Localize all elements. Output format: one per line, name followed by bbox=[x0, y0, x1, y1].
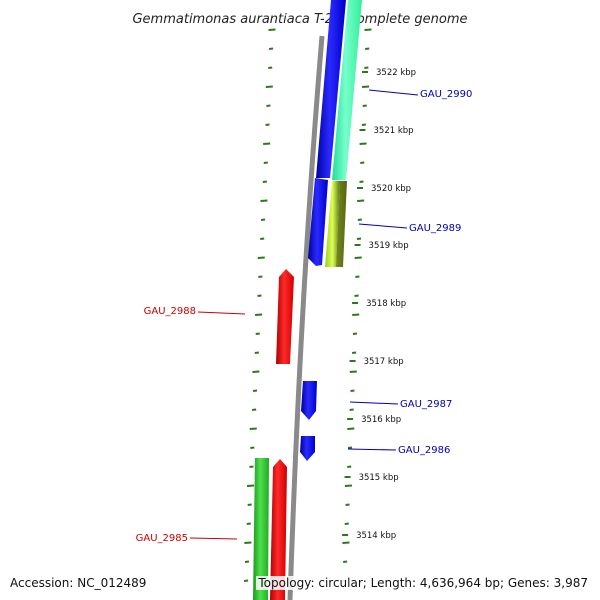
track-dot bbox=[360, 161, 365, 164]
track-dot bbox=[342, 541, 350, 544]
track-dot bbox=[349, 370, 357, 373]
track-dot bbox=[246, 484, 255, 487]
gene-feature-green bbox=[253, 458, 269, 600]
tick-label: 3518 kbp bbox=[366, 299, 406, 309]
track-dot bbox=[263, 161, 268, 164]
gene-feature-lime bbox=[325, 181, 340, 267]
track-dot bbox=[350, 389, 355, 392]
track-dot bbox=[365, 47, 370, 50]
track-dot bbox=[258, 275, 263, 278]
track-dot bbox=[244, 560, 250, 563]
gene-feature-gau-2989 bbox=[308, 178, 328, 266]
tick-label: 3519 kbp bbox=[369, 241, 409, 251]
tick-label: 3522 kbp bbox=[376, 68, 416, 78]
scale-ticks: 3522 kbp 3521 kbp 3520 kbp 3519 kbp 3518 kbp… bbox=[342, 68, 416, 541]
track-dot bbox=[249, 465, 254, 468]
gene-label-gau_2986[interactable]: GAU_2986 bbox=[398, 445, 450, 456]
track-dot bbox=[255, 313, 263, 316]
track-dot bbox=[268, 28, 276, 31]
track-dot bbox=[351, 351, 357, 354]
track-dot bbox=[361, 85, 370, 88]
track-dot bbox=[357, 199, 365, 202]
track-dot bbox=[243, 579, 249, 582]
track-dot bbox=[347, 427, 355, 430]
track-dot bbox=[266, 104, 271, 107]
gene-feature-teal bbox=[332, 0, 362, 180]
track-dot bbox=[257, 294, 262, 297]
track-dot bbox=[344, 522, 349, 525]
tick-label: 3520 kbp bbox=[371, 184, 411, 194]
genome-summary-text: Topology: circular; Length: 4,636,964 bp… bbox=[256, 576, 590, 590]
track-dot bbox=[265, 85, 273, 88]
gene-label-gau_2989[interactable]: GAU_2989 bbox=[409, 223, 461, 234]
tick-label: 3516 kbp bbox=[361, 415, 401, 425]
track-dot bbox=[263, 142, 271, 145]
track-dot bbox=[265, 123, 270, 126]
label-leader-line bbox=[189, 537, 238, 540]
left-dotted-track bbox=[243, 28, 276, 582]
tick-label: 3515 kbp bbox=[359, 473, 399, 483]
track-dot bbox=[345, 503, 350, 506]
right-dotted-track bbox=[342, 28, 372, 582]
gene-feature-gau-2985 bbox=[270, 459, 287, 600]
label-leader-line bbox=[349, 401, 399, 405]
track-dot bbox=[342, 560, 348, 563]
track-dot bbox=[354, 256, 362, 259]
label-leader-line bbox=[368, 89, 419, 96]
track-dot bbox=[359, 142, 367, 145]
map-title: Gemmatimonas aurantiaca T-27, complete g… bbox=[132, 12, 467, 27]
track-dot bbox=[355, 275, 360, 278]
track-dot bbox=[359, 180, 364, 183]
gene-labels: GAU_2990 GAU_2989 GAU_2988 GAU_2987 GAU_2986… bbox=[136, 89, 473, 544]
track-dot bbox=[244, 541, 252, 544]
track-dot bbox=[364, 66, 369, 69]
label-leader-line bbox=[347, 448, 397, 451]
label-leader-line bbox=[358, 223, 408, 229]
track-dot bbox=[262, 180, 267, 183]
accession-text: Accession: NC_012489 bbox=[8, 576, 149, 590]
track-dot bbox=[347, 446, 353, 449]
track-dot bbox=[364, 28, 372, 31]
track-dot bbox=[252, 389, 258, 392]
track-dot bbox=[268, 47, 274, 50]
backbone-arc bbox=[287, 35, 325, 600]
gene-feature-gau-2988 bbox=[276, 269, 294, 364]
track-dot bbox=[260, 199, 268, 202]
track-dot bbox=[347, 465, 352, 468]
track-dot bbox=[356, 237, 362, 240]
track-dot bbox=[260, 218, 266, 221]
track-dot bbox=[349, 408, 354, 411]
tick-label: 3521 kbp bbox=[374, 126, 414, 136]
tick-label: 3517 kbp bbox=[364, 357, 404, 367]
gene-label-gau_2988[interactable]: GAU_2988 bbox=[144, 306, 196, 317]
track-dot bbox=[255, 332, 260, 335]
track-dot bbox=[361, 123, 367, 126]
label-leader-line bbox=[197, 311, 246, 315]
track-dot bbox=[352, 313, 360, 316]
gene-label-gau_2990[interactable]: GAU_2990 bbox=[420, 89, 472, 100]
track-dot bbox=[249, 427, 257, 430]
track-dot bbox=[260, 237, 265, 240]
track-dot bbox=[362, 104, 367, 107]
track-dot bbox=[254, 351, 259, 354]
track-dot bbox=[252, 408, 257, 411]
track-dot bbox=[246, 522, 251, 525]
track-dot bbox=[250, 446, 255, 449]
tick-label: 3514 kbp bbox=[356, 531, 396, 541]
track-dot bbox=[247, 503, 252, 506]
gene-feature-gau-2987 bbox=[301, 381, 317, 420]
track-dot bbox=[268, 66, 273, 69]
track-dot bbox=[252, 370, 260, 373]
track-dot bbox=[352, 332, 358, 335]
track-dot bbox=[357, 218, 362, 221]
gene-feature-gau-2990 bbox=[316, 0, 346, 178]
gene-feature-gau-2986 bbox=[300, 436, 315, 461]
gene-feature-olive bbox=[336, 181, 347, 267]
track-dot bbox=[344, 484, 352, 487]
track-dot bbox=[257, 256, 265, 259]
track-dot bbox=[354, 294, 359, 297]
gene-label-gau_2987[interactable]: GAU_2987 bbox=[400, 399, 452, 410]
gene-label-gau_2985[interactable]: GAU_2985 bbox=[136, 533, 188, 544]
